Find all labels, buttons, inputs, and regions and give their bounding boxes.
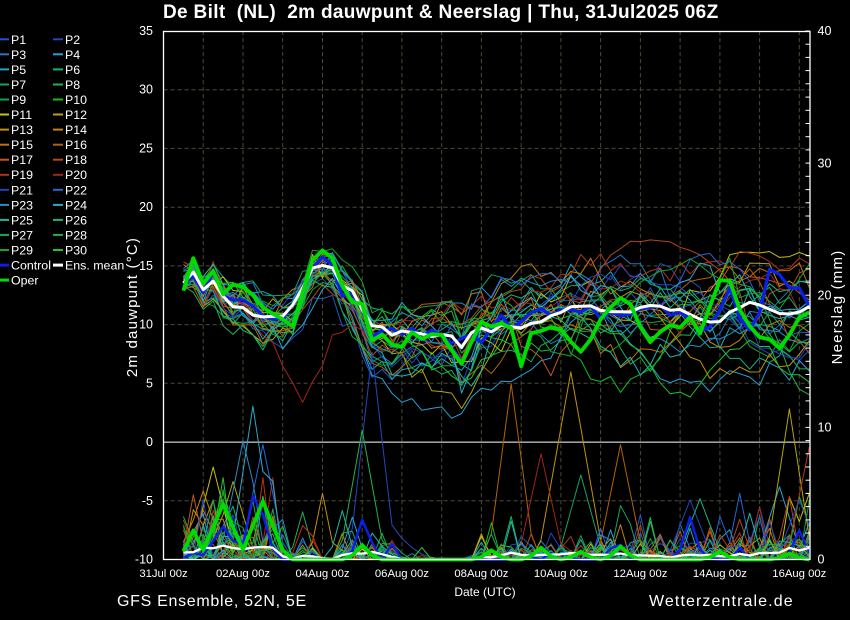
svg-text:14Aug 00z: 14Aug 00z [693,568,747,580]
svg-text:P3: P3 [11,48,26,62]
svg-text:P19: P19 [11,168,33,182]
svg-text:P14: P14 [65,123,87,137]
svg-text:Date (UTC): Date (UTC) [454,585,515,599]
svg-text:0: 0 [818,553,825,567]
svg-text:06Aug 00z: 06Aug 00z [375,568,429,580]
svg-text:30: 30 [818,156,832,170]
svg-text:P29: P29 [11,244,33,258]
svg-text:25: 25 [139,141,153,155]
svg-text:Oper: Oper [11,274,39,288]
svg-text:P1: P1 [11,33,26,47]
svg-text:-5: -5 [142,494,153,508]
svg-text:12Aug 00z: 12Aug 00z [613,568,667,580]
svg-text:10: 10 [139,318,153,332]
svg-text:08Aug 00z: 08Aug 00z [454,568,508,580]
svg-text:P16: P16 [65,138,87,152]
svg-text:P2: P2 [65,33,80,47]
svg-text:P13: P13 [11,123,33,137]
svg-text:P22: P22 [65,183,87,197]
svg-text:P12: P12 [65,108,87,122]
svg-text:P21: P21 [11,183,33,197]
svg-text:Control: Control [11,259,51,273]
svg-text:P27: P27 [11,228,33,242]
svg-text:15: 15 [139,259,153,273]
svg-text:Neerslag (mm): Neerslag (mm) [829,250,846,365]
svg-text:20: 20 [139,200,153,214]
svg-text:16Aug 00z: 16Aug 00z [772,568,826,580]
svg-text:-10: -10 [135,553,153,567]
svg-text:P17: P17 [11,153,33,167]
svg-text:P9: P9 [11,93,26,107]
svg-text:P20: P20 [65,168,87,182]
svg-text:P7: P7 [11,78,26,92]
svg-text:P26: P26 [65,213,87,227]
svg-text:P30: P30 [65,244,87,258]
svg-text:P15: P15 [11,138,33,152]
svg-text:02Aug 00z: 02Aug 00z [216,568,270,580]
svg-text:2m dauwpunt (°C): 2m dauwpunt (°C) [124,237,141,377]
svg-text:P28: P28 [65,228,87,242]
svg-text:P24: P24 [65,198,87,212]
svg-text:30: 30 [139,83,153,97]
svg-text:GFS Ensemble, 52N, 5E: GFS Ensemble, 52N, 5E [117,593,307,610]
svg-text:31Jul 00z: 31Jul 00z [139,568,188,580]
svg-text:0: 0 [146,435,153,449]
svg-text:Wetterzentrale.de: Wetterzentrale.de [649,593,794,610]
svg-text:P10: P10 [65,93,87,107]
svg-text:P8: P8 [65,78,80,92]
svg-text:10Aug 00z: 10Aug 00z [534,568,588,580]
svg-text:04Aug 00z: 04Aug 00z [295,568,349,580]
svg-text:P11: P11 [11,108,32,122]
svg-text:P18: P18 [65,153,87,167]
svg-text:P5: P5 [11,63,26,77]
svg-text:P6: P6 [65,63,80,77]
svg-text:De Bilt (NL) 2m dauwpunt & N: De Bilt (NL) 2m dauwpunt & Neerslag | Th… [163,2,719,23]
svg-text:10: 10 [818,421,832,435]
svg-text:P25: P25 [11,213,33,227]
svg-text:Ens. mean: Ens. mean [65,259,124,273]
svg-text:P4: P4 [65,48,80,62]
svg-text:35: 35 [139,24,153,38]
svg-text:40: 40 [818,24,832,38]
svg-text:P23: P23 [11,198,33,212]
svg-text:5: 5 [146,376,153,390]
svg-text:20: 20 [818,288,832,302]
